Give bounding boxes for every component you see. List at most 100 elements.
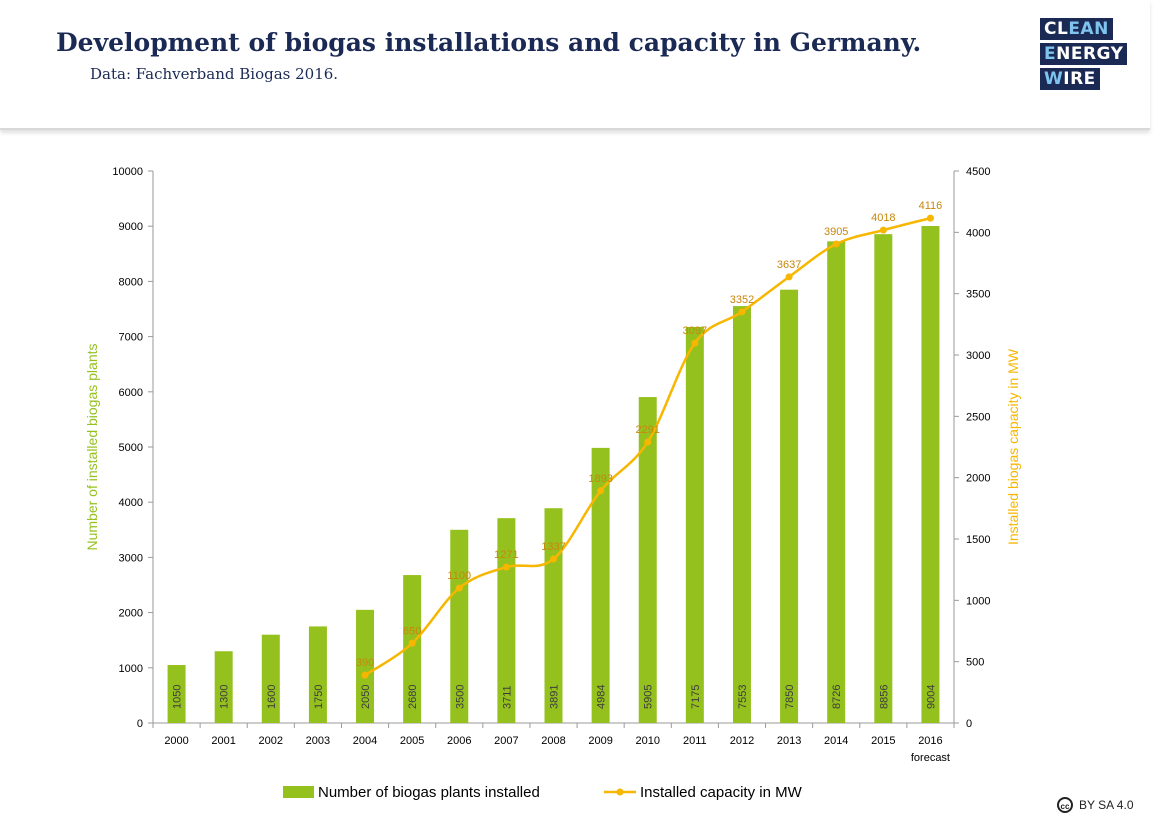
- bar-value-label: 7850: [784, 685, 796, 709]
- bar: [685, 326, 704, 723]
- x-tick-label: 2009: [588, 735, 612, 747]
- left-tick-label: 9000: [119, 221, 143, 233]
- capacity-value-label: 1337: [541, 541, 565, 553]
- bar-value-label: 3500: [454, 685, 466, 709]
- x-tick-label: 2016: [918, 735, 942, 747]
- creative-commons-icon: cc: [1057, 797, 1073, 813]
- x-tick-label: 2005: [400, 735, 424, 747]
- left-tick-label: 4000: [119, 497, 143, 509]
- capacity-value-label: 1100: [447, 570, 471, 582]
- capacity-point: [738, 308, 746, 316]
- capacity-point: [550, 555, 557, 563]
- bar: [874, 234, 893, 723]
- capacity-value-label: 390: [356, 657, 374, 669]
- x-tick-label: 2010: [635, 735, 659, 747]
- capacity-point: [361, 671, 369, 679]
- right-tick-label: 3500: [966, 289, 990, 301]
- bar: [591, 447, 610, 723]
- bar: [732, 306, 751, 723]
- capacity-point: [879, 226, 887, 234]
- right-tick-label: 3000: [966, 350, 990, 362]
- bar: [214, 651, 233, 723]
- x-tick-label: 2011: [683, 735, 707, 747]
- left-tick-label: 6000: [119, 387, 143, 399]
- left-tick-label: 5000: [119, 442, 143, 454]
- capacity-value-label: 650: [403, 625, 421, 637]
- left-tick-label: 8000: [119, 276, 143, 288]
- right-tick-label: 2500: [966, 411, 990, 423]
- left-tick-label: 0: [137, 718, 143, 730]
- capacity-value-label: 3905: [824, 226, 848, 238]
- right-tick-label: 4500: [966, 166, 990, 178]
- logo-line-1: CLEAN: [1040, 18, 1113, 40]
- bar-value-label: 5905: [643, 685, 655, 709]
- capacity-point: [785, 273, 793, 281]
- right-axis-title: Installed biogas capacity in MW: [1005, 348, 1021, 545]
- chart-subtitle: Data: Fachverband Biogas 2016.: [90, 65, 339, 83]
- legend-swatch-point: [616, 788, 624, 796]
- bar-value-label: 8726: [831, 685, 843, 709]
- capacity-point: [926, 214, 934, 222]
- bar-value-label: 1750: [313, 685, 325, 709]
- bar-value-label: 1050: [172, 685, 184, 709]
- bar-value-label: 2050: [360, 685, 372, 709]
- bar: [638, 397, 657, 723]
- bar: [450, 529, 469, 723]
- left-tick-label: 2000: [119, 608, 143, 620]
- bar-value-label: 3891: [549, 685, 561, 709]
- left-axis-title: Number of installed biogas plants: [84, 343, 100, 550]
- right-tick-label: 1500: [966, 534, 990, 546]
- capacity-value-label: 3637: [777, 259, 801, 271]
- x-tick-sublabel: forecast: [911, 752, 950, 764]
- license-badge: cc BY SA 4.0: [1057, 797, 1134, 813]
- x-tick-label: 2013: [777, 735, 801, 747]
- biogas-chart: 0 1000 2000 3000 4000 5000 6000 7000 8000 9000 100…: [84, 166, 1021, 801]
- capacity-point: [644, 438, 652, 446]
- bar: [308, 626, 327, 723]
- clean-energy-wire-logo[interactable]: CLEAN ENERGY WIRE: [1040, 18, 1128, 93]
- bar: [921, 225, 940, 724]
- left-tick-label: 3000: [119, 552, 143, 564]
- legend-label-line: Installed capacity in MW: [640, 784, 803, 801]
- license-text: BY SA 4.0: [1079, 798, 1134, 812]
- x-tick-label: 2001: [211, 735, 235, 747]
- capacity-point: [502, 563, 510, 571]
- x-tick-label: 2008: [541, 735, 565, 747]
- capacity-point: [832, 240, 840, 248]
- right-tick-label: 4000: [966, 227, 990, 239]
- capacity-value-label: 3097: [683, 325, 707, 337]
- x-tick-label: 2007: [494, 735, 518, 747]
- x-tick-label: 2015: [871, 735, 895, 747]
- x-tick-label: 2000: [164, 735, 188, 747]
- capacity-value-label: 4018: [871, 212, 895, 224]
- header: Development of biogas installations and …: [0, 0, 1150, 130]
- left-tick-label: 1000: [119, 663, 143, 675]
- left-tick-label: 10000: [112, 166, 143, 178]
- bar-value-label: 4984: [596, 685, 608, 709]
- bar-value-label: 7553: [737, 685, 749, 709]
- right-tick-label: 1000: [966, 595, 990, 607]
- capacity-point: [408, 639, 416, 647]
- bar-value-label: 9004: [925, 685, 937, 709]
- bar-value-label: 7175: [690, 685, 702, 709]
- logo-line-2: ENERGY: [1040, 43, 1128, 65]
- x-tick-label: 2012: [730, 735, 754, 747]
- capacity-value-label: 1893: [588, 473, 612, 485]
- capacity-value-label: 3352: [730, 294, 754, 306]
- bar-value-label: 3711: [501, 685, 513, 709]
- left-tick-label: 7000: [119, 332, 143, 344]
- capacity-value-label: 4116: [919, 200, 943, 212]
- capacity-point: [597, 487, 605, 495]
- x-tick-label: 2002: [259, 735, 283, 747]
- bar: [261, 634, 280, 723]
- x-tick-label: 2003: [306, 735, 330, 747]
- capacity-point: [455, 584, 463, 592]
- bar-value-label: 1600: [266, 685, 278, 709]
- capacity-point: [691, 339, 699, 347]
- bar-value-label: 1300: [219, 685, 231, 709]
- x-tick-label: 2014: [824, 735, 848, 747]
- bar: [780, 289, 799, 723]
- chart-title: Development of biogas installations and …: [56, 28, 922, 57]
- bar: [827, 241, 846, 723]
- right-tick-label: 0: [966, 718, 972, 730]
